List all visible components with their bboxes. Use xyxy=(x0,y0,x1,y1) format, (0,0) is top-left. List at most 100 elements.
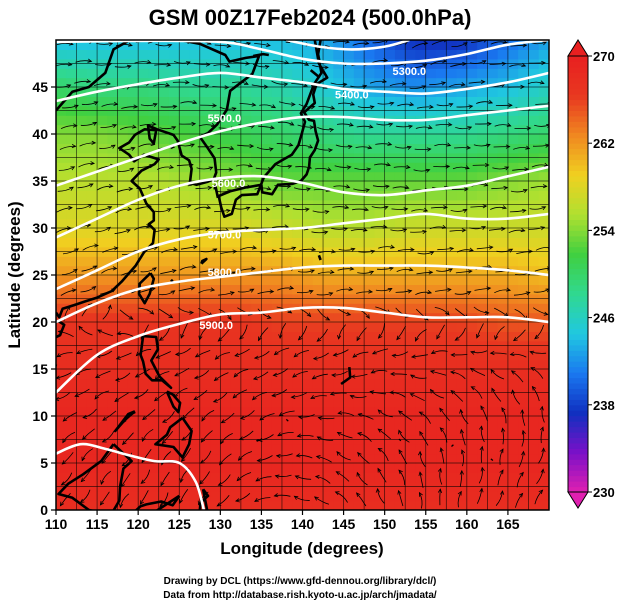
field-cell xyxy=(466,68,478,79)
field-cell xyxy=(497,416,509,426)
wind-streamline xyxy=(161,451,172,465)
field-cell xyxy=(415,322,427,332)
field-cell xyxy=(66,425,78,436)
contour-line xyxy=(56,104,549,187)
field-cell xyxy=(312,425,324,436)
wind-streamline xyxy=(373,163,391,166)
field-cell xyxy=(251,115,263,126)
field-cell xyxy=(138,237,150,248)
wind-arrowhead xyxy=(220,419,226,424)
field-cell xyxy=(261,463,273,473)
wind-arrowhead xyxy=(329,269,335,274)
wind-streamline xyxy=(415,291,432,296)
wind-arrowhead xyxy=(439,447,444,453)
field-cell xyxy=(158,96,170,107)
wind-arrowhead xyxy=(80,477,86,483)
field-cell xyxy=(394,303,406,314)
field-cell xyxy=(271,209,283,220)
y-tick-label: 0 xyxy=(40,502,48,518)
field-cell xyxy=(281,68,293,79)
field-cell xyxy=(405,181,417,191)
field-cell xyxy=(415,369,427,379)
field-cell xyxy=(312,209,324,220)
field-cell xyxy=(271,378,283,389)
field-cell xyxy=(107,303,119,314)
field-cell xyxy=(179,171,191,182)
field-cell xyxy=(333,406,345,417)
field-cell xyxy=(343,49,355,60)
field-cell xyxy=(76,265,88,276)
y-axis-label: Latitude (degrees) xyxy=(5,201,24,348)
field-cell xyxy=(66,143,78,154)
field-cell xyxy=(66,275,78,285)
wind-arrowhead xyxy=(139,500,144,505)
wind-streamline xyxy=(74,80,91,84)
wind-arrowhead xyxy=(212,398,218,403)
field-cell xyxy=(86,228,98,238)
field-cell xyxy=(312,331,324,342)
field-cell xyxy=(446,416,458,426)
field-cell xyxy=(281,256,293,267)
wind-streamline xyxy=(212,229,229,233)
wind-streamline xyxy=(494,307,509,317)
field-cell xyxy=(323,265,334,276)
contour-line xyxy=(56,165,549,239)
field-cell xyxy=(487,124,499,135)
field-cell xyxy=(138,115,150,126)
wind-arrowhead xyxy=(398,449,403,455)
field-cell xyxy=(353,322,365,332)
field-cell xyxy=(446,444,458,455)
wind-arrowhead xyxy=(112,266,118,271)
field-cell xyxy=(127,68,139,79)
field-cell xyxy=(179,40,191,50)
field-cell xyxy=(86,359,98,370)
field-cell xyxy=(220,406,232,417)
field-cell xyxy=(466,134,478,144)
field-cell xyxy=(312,190,324,201)
field-cell xyxy=(374,378,386,389)
field-cell xyxy=(415,500,427,510)
wind-arrowhead xyxy=(287,309,293,314)
wind-arrowhead xyxy=(211,268,217,273)
field-cell xyxy=(210,472,221,483)
wind-arrowhead xyxy=(346,311,352,316)
field-cell xyxy=(497,331,509,342)
field-cell xyxy=(220,416,232,426)
wind-arrowhead xyxy=(525,291,531,296)
field-cell xyxy=(261,162,273,173)
wind-arrowhead xyxy=(335,471,341,476)
field-cell xyxy=(292,228,304,238)
field-cell xyxy=(446,284,458,295)
field-cell xyxy=(528,115,540,126)
field-cell xyxy=(477,425,488,436)
field-cell xyxy=(436,228,447,238)
wind-arrowhead xyxy=(256,458,262,463)
wind-streamline xyxy=(135,368,150,378)
wind-streamline xyxy=(336,471,350,482)
field-cell xyxy=(353,209,365,220)
y-tick-label: 35 xyxy=(32,173,48,189)
wind-arrowhead xyxy=(480,405,485,411)
field-cell xyxy=(302,68,314,79)
field-cell xyxy=(107,115,119,126)
wind-arrowhead xyxy=(133,395,139,400)
field-cell xyxy=(384,77,396,88)
field-cell xyxy=(323,322,334,332)
field-cell xyxy=(86,312,98,323)
field-cell xyxy=(220,444,232,455)
wind-streamline xyxy=(259,104,276,109)
coastline-segment xyxy=(56,319,66,339)
field-cell xyxy=(425,124,437,135)
field-cell xyxy=(405,275,417,285)
colorbar-segment xyxy=(568,355,588,362)
field-cell xyxy=(477,49,488,60)
field-cell xyxy=(199,162,211,173)
field-cell xyxy=(210,256,221,267)
field-cell xyxy=(56,218,67,229)
wind-streamline xyxy=(199,269,216,273)
colorbar-segment xyxy=(568,235,588,242)
wind-arrowhead xyxy=(314,474,320,479)
field-cell xyxy=(292,68,304,79)
wind-streamline xyxy=(394,146,412,149)
wind-arrowhead xyxy=(369,105,375,110)
